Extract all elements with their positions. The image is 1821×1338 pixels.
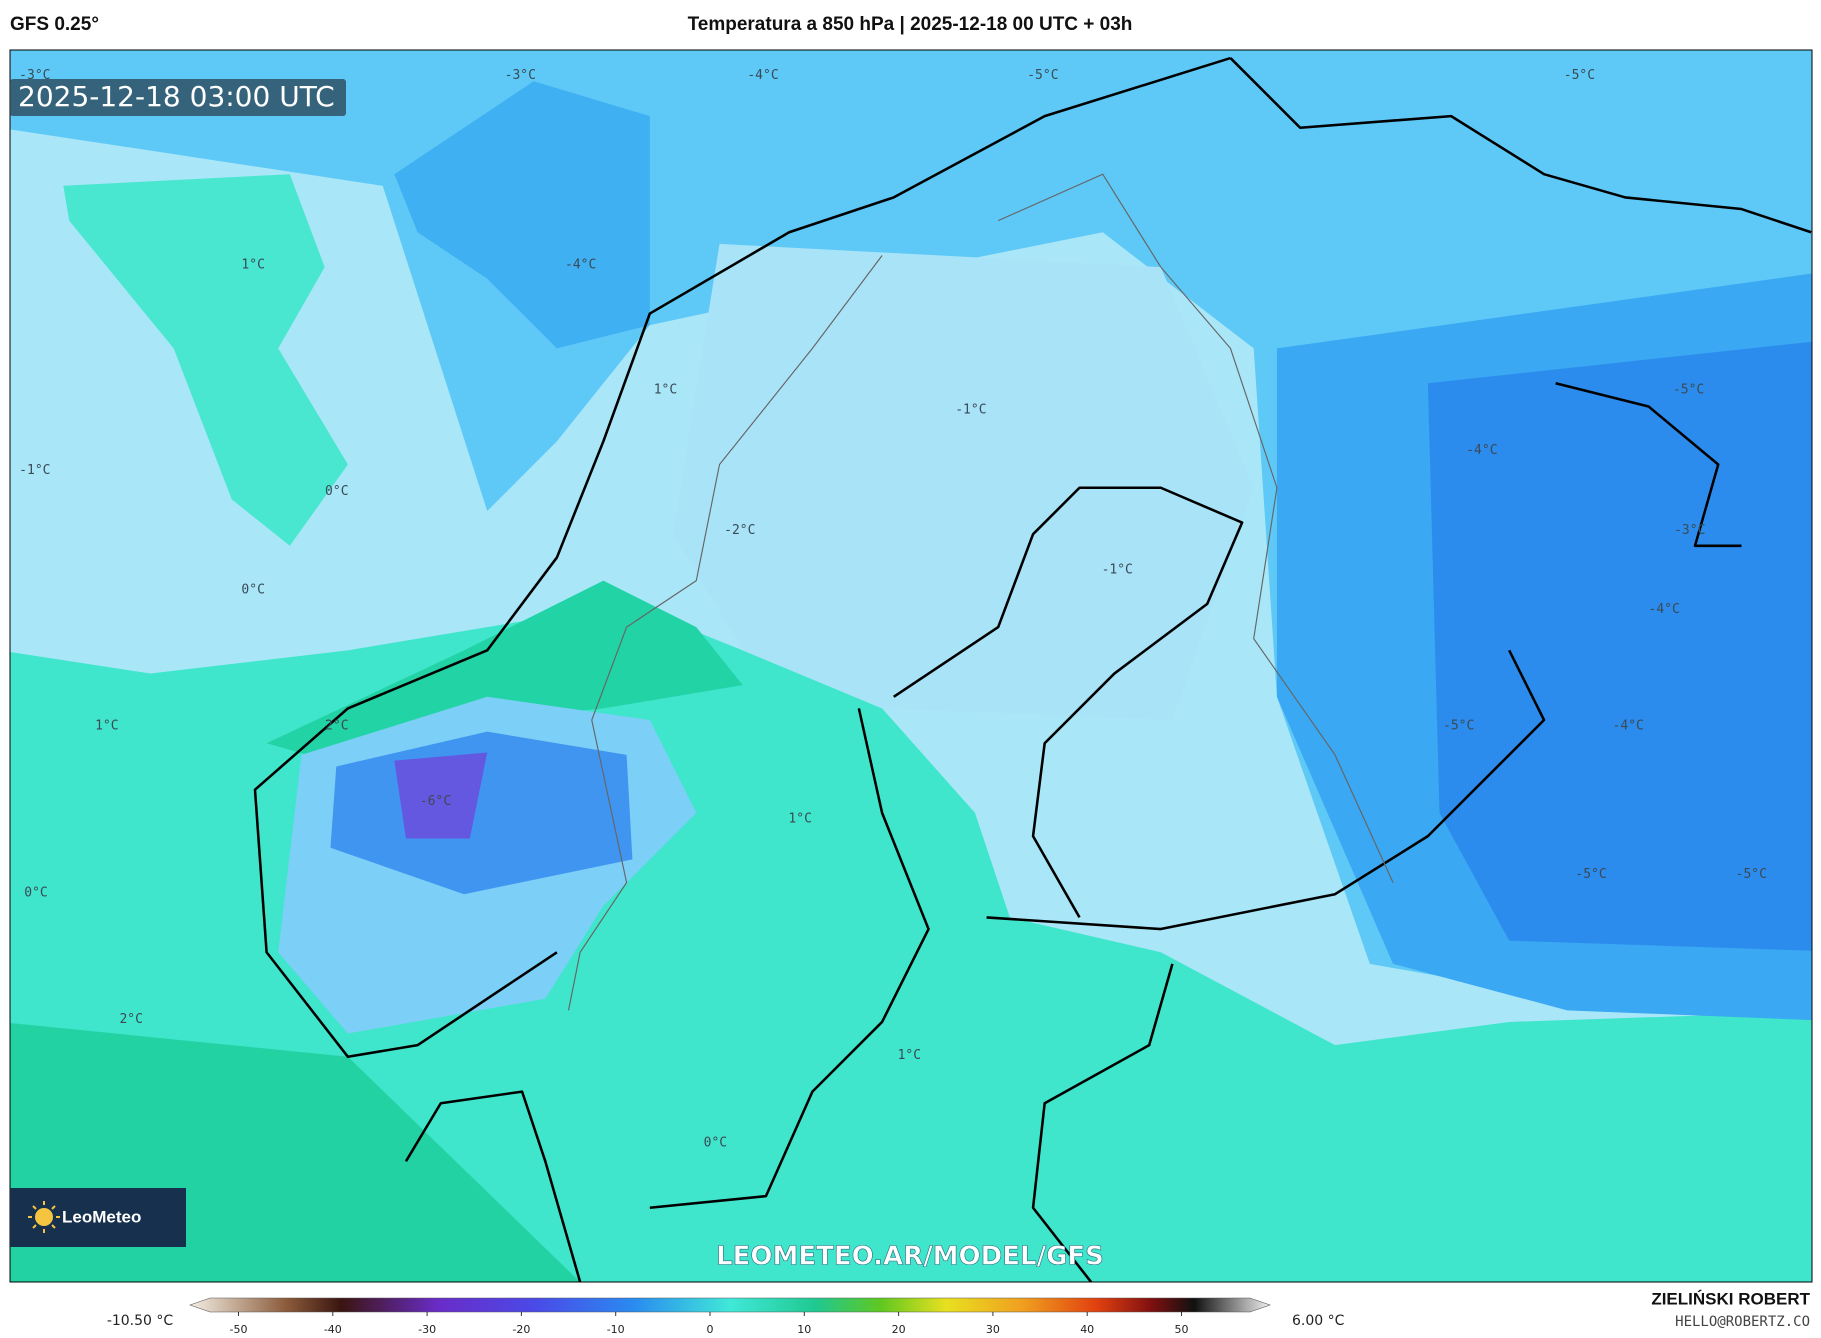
colorbar-tick-label: 30 [986,1323,1000,1336]
contour-label: -5°C [1443,718,1474,733]
contour-label: 1°C [898,1048,921,1063]
contour-label: -3°C [505,68,536,83]
colorbar-tick-label: -40 [324,1323,342,1336]
timestamp-box [10,79,346,116]
contour-label: 0°C [24,886,47,901]
watermark: LEOMETEO.AR/MODEL/GFS [716,1242,1104,1272]
contour-label: -1°C [955,402,986,417]
contour-label: -4°C [1649,602,1680,617]
colorbar-tick-label: 20 [892,1323,906,1336]
contour-label: 2°C [119,1012,142,1027]
colorbar-tick-label: -10 [607,1323,625,1336]
contour-label: -4°C [565,257,596,272]
model-name: GFS 0.25° [10,14,99,35]
colorbar-tick-label: -20 [512,1323,530,1336]
colorbar-tick-label: 0 [707,1323,714,1336]
colorbar-tick-label: -30 [418,1323,436,1336]
logo-text: LeoMeteo [62,1207,141,1226]
colorbar [189,1297,1271,1313]
colorbar-tick-label: 50 [1175,1323,1189,1336]
contour-label: -1°C [1102,563,1133,578]
contour-label: -6°C [420,794,451,809]
contour-label: -4°C [1613,718,1644,733]
contour-label: -2°C [724,523,755,538]
contour-label: 0°C [241,582,264,597]
contour-label: -5°C [1736,867,1767,882]
map-title: Temperatura a 850 hPa | 2025-12-18 00 UT… [688,14,1133,35]
contour-label: 1°C [95,718,118,733]
contour-label: 1°C [654,383,677,398]
author-email: HELLO@ROBERTZ.CO [1675,1314,1810,1330]
contour-label: 0°C [325,484,348,499]
colorbar-tick-label: 10 [797,1323,811,1336]
contour-label: -3°C [1674,523,1705,538]
contour-label: -4°C [747,68,778,83]
author-name: ZIELIŃSKI ROBERT [1651,1289,1810,1308]
colorbar-min: -10.50 °C [107,1313,174,1329]
contour-label: 0°C [704,1135,727,1150]
contour-label: 2°C [325,718,348,733]
colorbar-tick-label: -50 [230,1323,248,1336]
contour-label: -5°C [1564,68,1595,83]
contour-label: -4°C [1466,443,1497,458]
timestamp: 2025-12-18 03:00 UTC [18,80,335,113]
colorbar-tick-label: 40 [1080,1323,1094,1336]
contour-label: 1°C [788,811,811,826]
contour-label: 1°C [241,257,264,272]
contour-label: -5°C [1575,867,1606,882]
colorbar-max: 6.00 °C [1292,1313,1345,1329]
contour-label: -1°C [19,463,50,478]
contour-label: -5°C [1673,383,1704,398]
contour-label: -5°C [1027,68,1058,83]
